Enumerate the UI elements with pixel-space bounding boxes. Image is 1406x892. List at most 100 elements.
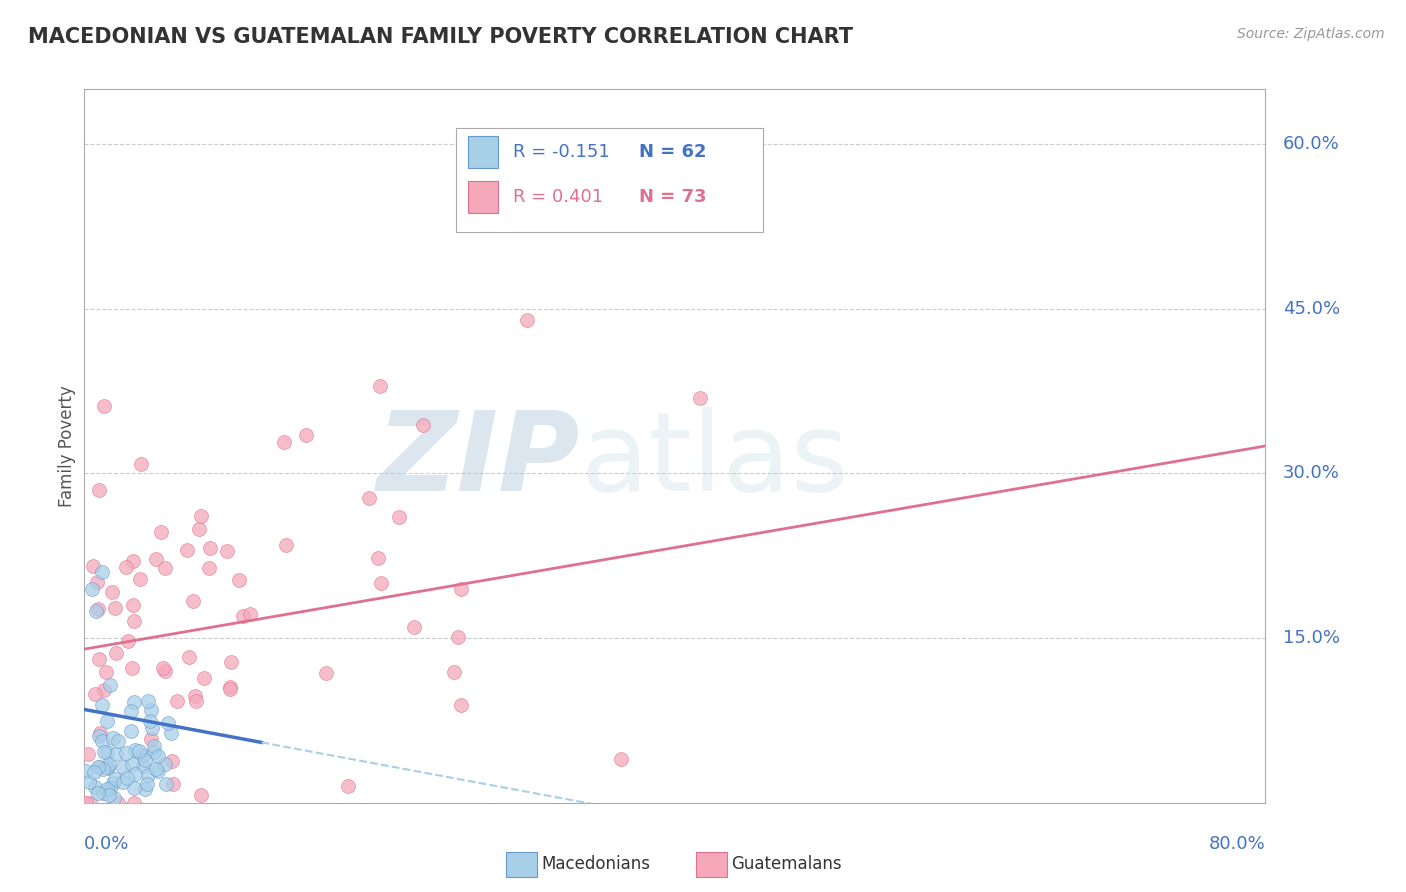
Point — [103, 791, 125, 805]
Point — [181, 594, 204, 608]
Point — [145, 551, 167, 566]
Point — [96, 745, 118, 759]
Point — [148, 749, 170, 764]
Point — [82, 558, 104, 573]
Bar — [468, 136, 498, 168]
Point — [357, 491, 380, 505]
Point — [75, 764, 97, 778]
Point — [97, 761, 120, 775]
Text: N = 62: N = 62 — [640, 143, 707, 161]
Point — [141, 731, 163, 746]
Point — [98, 678, 121, 692]
Point — [97, 757, 120, 772]
Point — [136, 777, 159, 791]
Point — [450, 582, 472, 596]
Point — [77, 775, 100, 789]
Point — [143, 739, 166, 753]
Point — [184, 690, 207, 704]
FancyBboxPatch shape — [457, 128, 763, 232]
Point — [447, 630, 470, 644]
Point — [89, 726, 111, 740]
Point — [134, 753, 156, 767]
Point — [100, 780, 122, 795]
Point — [136, 693, 159, 707]
Point — [315, 666, 337, 681]
Point — [91, 762, 114, 776]
Point — [84, 780, 107, 794]
Point — [228, 573, 250, 587]
Point — [120, 704, 142, 718]
Point — [105, 747, 128, 761]
Point — [162, 777, 184, 791]
Text: MACEDONIAN VS GUATEMALAN FAMILY POVERTY CORRELATION CHART: MACEDONIAN VS GUATEMALAN FAMILY POVERTY … — [28, 27, 853, 46]
Point — [121, 661, 143, 675]
Point — [146, 764, 169, 778]
Point — [124, 743, 146, 757]
Point — [166, 694, 188, 708]
Point — [93, 400, 115, 414]
Point — [412, 417, 434, 432]
Point — [77, 747, 100, 762]
Point — [104, 772, 127, 786]
Point — [184, 694, 207, 708]
Point — [156, 716, 179, 731]
Point — [149, 524, 172, 539]
Point — [86, 574, 108, 589]
Point — [610, 752, 633, 766]
Point — [89, 483, 111, 497]
Point — [190, 508, 212, 523]
Point — [295, 428, 318, 442]
Point — [215, 544, 238, 558]
Point — [115, 746, 138, 760]
Text: Guatemalans: Guatemalans — [731, 855, 842, 873]
Point — [219, 656, 242, 670]
Point — [124, 695, 146, 709]
Point — [145, 763, 167, 777]
Point — [450, 698, 472, 713]
Point — [153, 561, 176, 575]
Point — [115, 771, 138, 785]
Point — [93, 745, 115, 759]
Text: N = 73: N = 73 — [640, 188, 707, 206]
Point — [80, 582, 103, 596]
Point — [121, 757, 143, 772]
Point — [112, 774, 135, 789]
Point — [91, 786, 114, 800]
Point — [368, 378, 391, 392]
Text: 30.0%: 30.0% — [1284, 465, 1340, 483]
Point — [159, 726, 181, 740]
Point — [107, 734, 129, 748]
Point — [336, 779, 359, 793]
Point — [122, 553, 145, 567]
Point — [193, 671, 215, 685]
Point — [89, 651, 111, 665]
Point — [188, 522, 211, 536]
Point — [155, 664, 177, 678]
Point — [124, 614, 146, 628]
Point — [370, 576, 392, 591]
Text: 60.0%: 60.0% — [1284, 135, 1340, 153]
Point — [273, 435, 295, 450]
Point — [122, 796, 145, 810]
Point — [124, 767, 146, 781]
Text: R = -0.151: R = -0.151 — [513, 143, 610, 161]
Point — [96, 760, 118, 774]
Text: 80.0%: 80.0% — [1209, 835, 1265, 853]
Point — [84, 604, 107, 618]
Point — [129, 457, 152, 471]
Point — [136, 768, 159, 782]
Point — [87, 601, 110, 615]
Point — [101, 775, 124, 789]
Text: ZIP: ZIP — [377, 407, 581, 514]
Point — [132, 748, 155, 763]
Point — [90, 733, 112, 747]
Point — [132, 758, 155, 772]
Point — [117, 634, 139, 648]
Point — [689, 391, 711, 405]
Point — [83, 687, 105, 701]
Point — [160, 755, 183, 769]
Point — [96, 665, 118, 679]
Point — [200, 541, 222, 556]
Point — [129, 573, 152, 587]
Point — [155, 776, 177, 790]
